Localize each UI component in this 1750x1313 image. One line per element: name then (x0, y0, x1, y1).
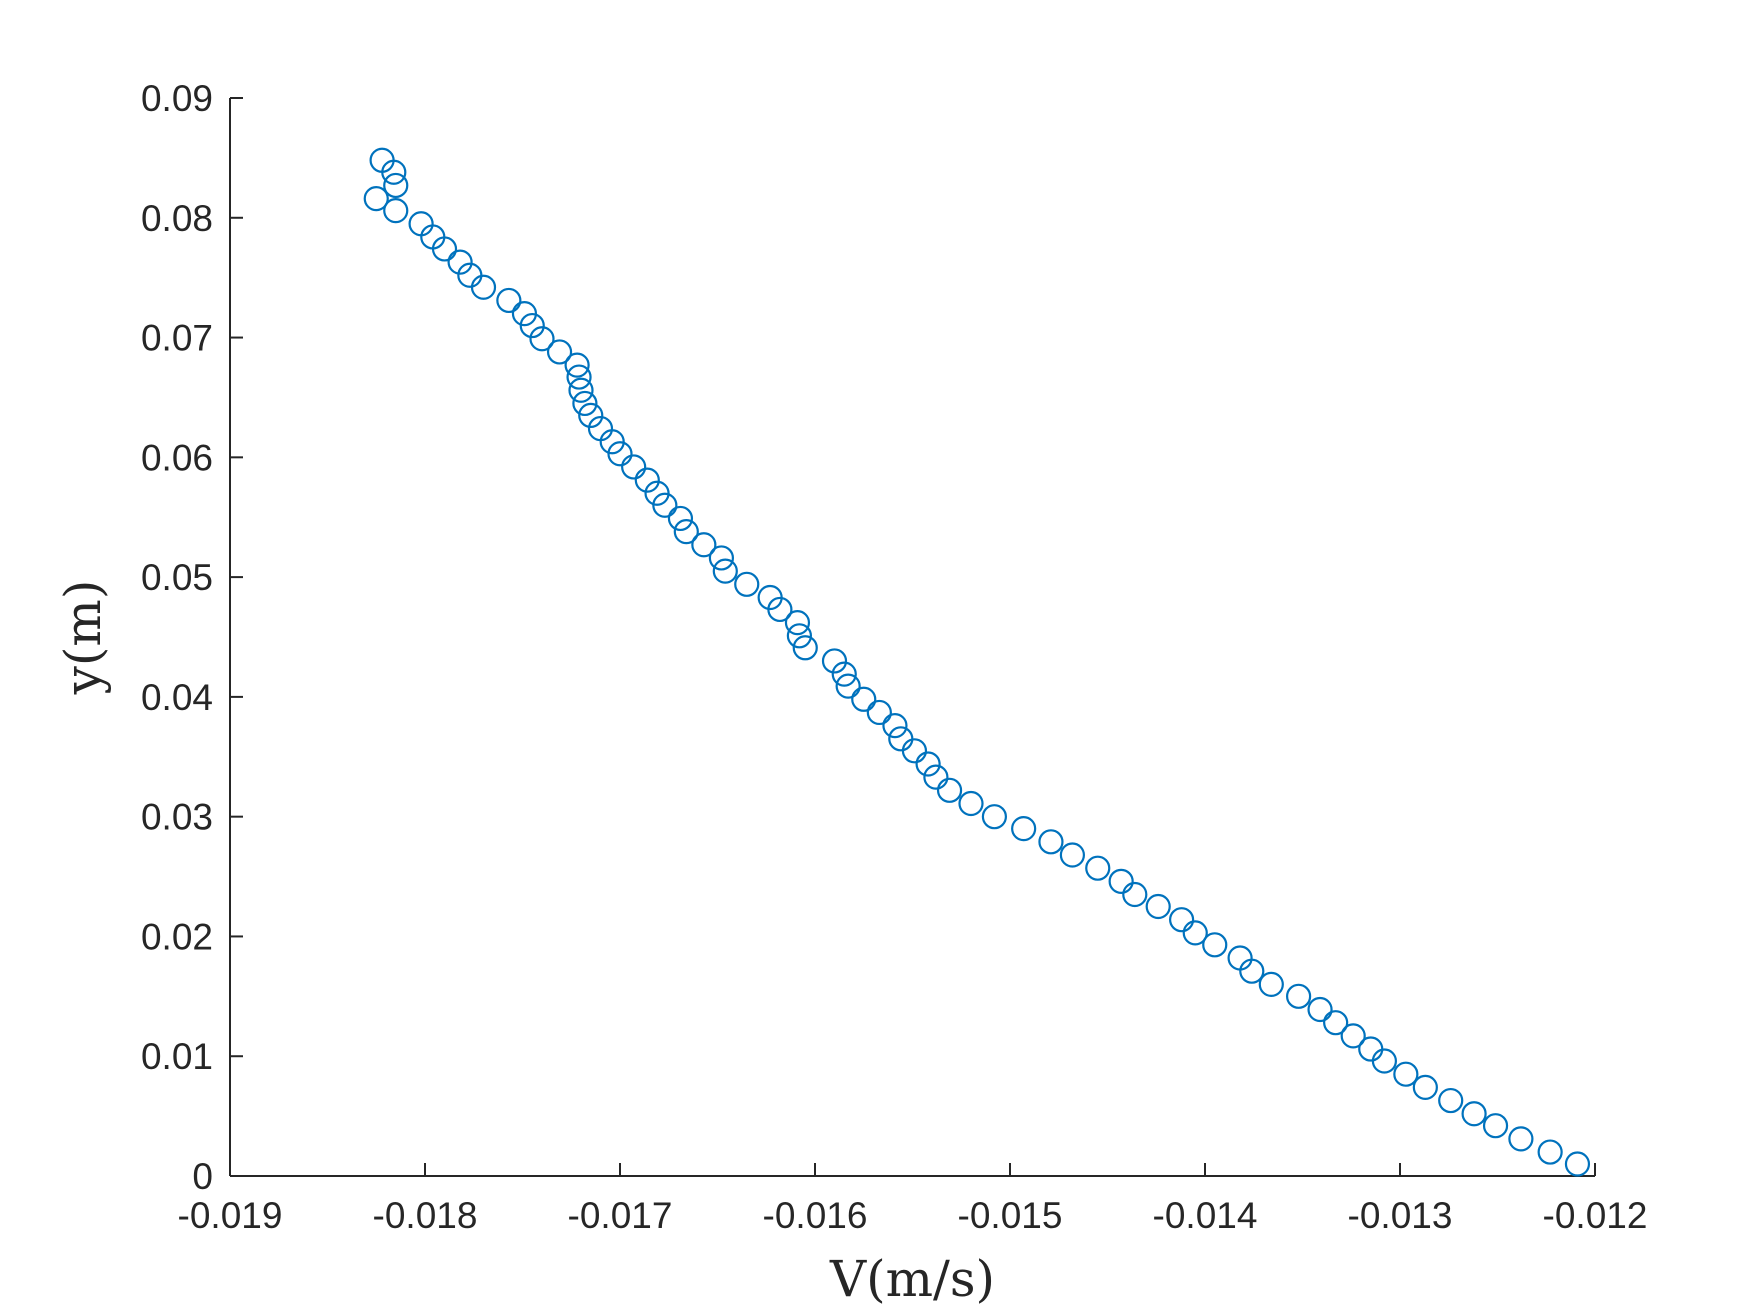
x-tick-label: -0.014 (1153, 1195, 1258, 1236)
data-point (621, 454, 647, 480)
data-point (408, 211, 434, 237)
y-tick-label: 0.09 (141, 78, 213, 119)
data-point (607, 441, 633, 467)
data-point (381, 159, 407, 185)
data-point (431, 236, 458, 262)
x-tick-label: -0.016 (763, 1195, 868, 1236)
data-point (519, 312, 545, 339)
y-tick-label: 0.08 (141, 198, 213, 239)
data-point (383, 172, 409, 199)
x-tick-label: -0.015 (958, 1195, 1063, 1236)
data-point (673, 518, 699, 545)
data-point (1168, 907, 1195, 933)
data-point (1358, 1036, 1384, 1062)
data-point (546, 339, 573, 365)
data-point (958, 790, 984, 817)
data-point (578, 402, 604, 429)
data-point (1145, 893, 1171, 920)
data-point (470, 274, 497, 300)
x-tick-label: -0.019 (178, 1195, 283, 1236)
data-point (981, 804, 1008, 830)
data-point (447, 249, 473, 275)
data-point (1258, 971, 1284, 997)
data-point (1108, 868, 1134, 894)
data-point (1182, 920, 1208, 946)
data-point (1323, 1010, 1349, 1036)
data-point (1239, 958, 1265, 984)
x-axis-label: V(m/s) (829, 1250, 995, 1308)
data-point (1340, 1023, 1366, 1049)
y-tick-label: 0.06 (141, 437, 213, 478)
y-tick-label: 0.05 (141, 557, 213, 598)
y-ticks: 0 0.01 0.02 0.03 0.04 0.05 0.06 0.07 0.08 0.09 (141, 78, 243, 1197)
data-point (888, 726, 914, 752)
x-ticks: -0.019 -0.018 -0.017 -0.016 -0.015 -0.014 -0.0… (178, 1163, 1648, 1236)
data-point (831, 661, 857, 687)
data-point (496, 287, 522, 314)
data-point (784, 610, 811, 636)
data-point (712, 558, 738, 584)
x-tick-label: -0.017 (568, 1195, 673, 1236)
data-point (1227, 945, 1253, 971)
data-point (1038, 829, 1064, 855)
x-tick-label: -0.012 (1543, 1195, 1648, 1236)
data-point (1508, 1126, 1534, 1152)
data-point (866, 699, 892, 726)
data-point (564, 352, 590, 378)
data-markers (363, 147, 1591, 1177)
data-point (1202, 932, 1228, 958)
data-point (1412, 1074, 1438, 1100)
y-tick-label: 0.01 (141, 1036, 213, 1077)
data-point (652, 492, 678, 518)
data-point (1393, 1061, 1419, 1087)
data-point (1011, 816, 1037, 842)
data-point (851, 686, 877, 712)
data-point (792, 635, 818, 661)
data-point (923, 764, 949, 790)
data-point (901, 738, 928, 764)
y-tick-label: 0 (192, 1156, 213, 1197)
data-point (1059, 842, 1086, 868)
data-point (383, 197, 409, 224)
data-point (1085, 855, 1111, 881)
data-point (529, 326, 555, 352)
data-point (1285, 983, 1312, 1009)
data-point (566, 364, 592, 390)
data-point (572, 390, 598, 417)
data-point (1438, 1087, 1464, 1114)
data-point (786, 623, 813, 649)
data-point (915, 751, 941, 777)
data-point (691, 532, 717, 558)
data-point (1482, 1113, 1509, 1139)
data-point (1122, 881, 1148, 908)
data-point (667, 505, 694, 532)
axes: -0.019 -0.018 -0.017 -0.016 -0.015 -0.014 -0.0… (141, 78, 1647, 1236)
data-point (1537, 1139, 1563, 1165)
x-tick-label: -0.013 (1348, 1195, 1453, 1236)
data-point (835, 673, 861, 699)
data-point (767, 596, 793, 623)
data-point (363, 186, 389, 212)
data-point (634, 467, 660, 493)
data-point (882, 713, 908, 739)
data-point (708, 545, 735, 571)
data-point (936, 777, 963, 803)
y-tick-label: 0.03 (141, 797, 213, 838)
y-tick-label: 0.02 (141, 916, 213, 957)
y-tick-label: 0.07 (141, 318, 213, 359)
y-axis-label: y(m) (54, 580, 112, 696)
data-point (821, 648, 848, 674)
data-point (734, 571, 760, 597)
y-tick-label: 0.04 (141, 677, 213, 718)
data-point (1564, 1151, 1591, 1177)
data-point (568, 377, 594, 403)
data-point (1371, 1048, 1398, 1074)
data-point (1307, 996, 1333, 1023)
data-point (1461, 1101, 1487, 1127)
x-tick-label: -0.018 (373, 1195, 478, 1236)
